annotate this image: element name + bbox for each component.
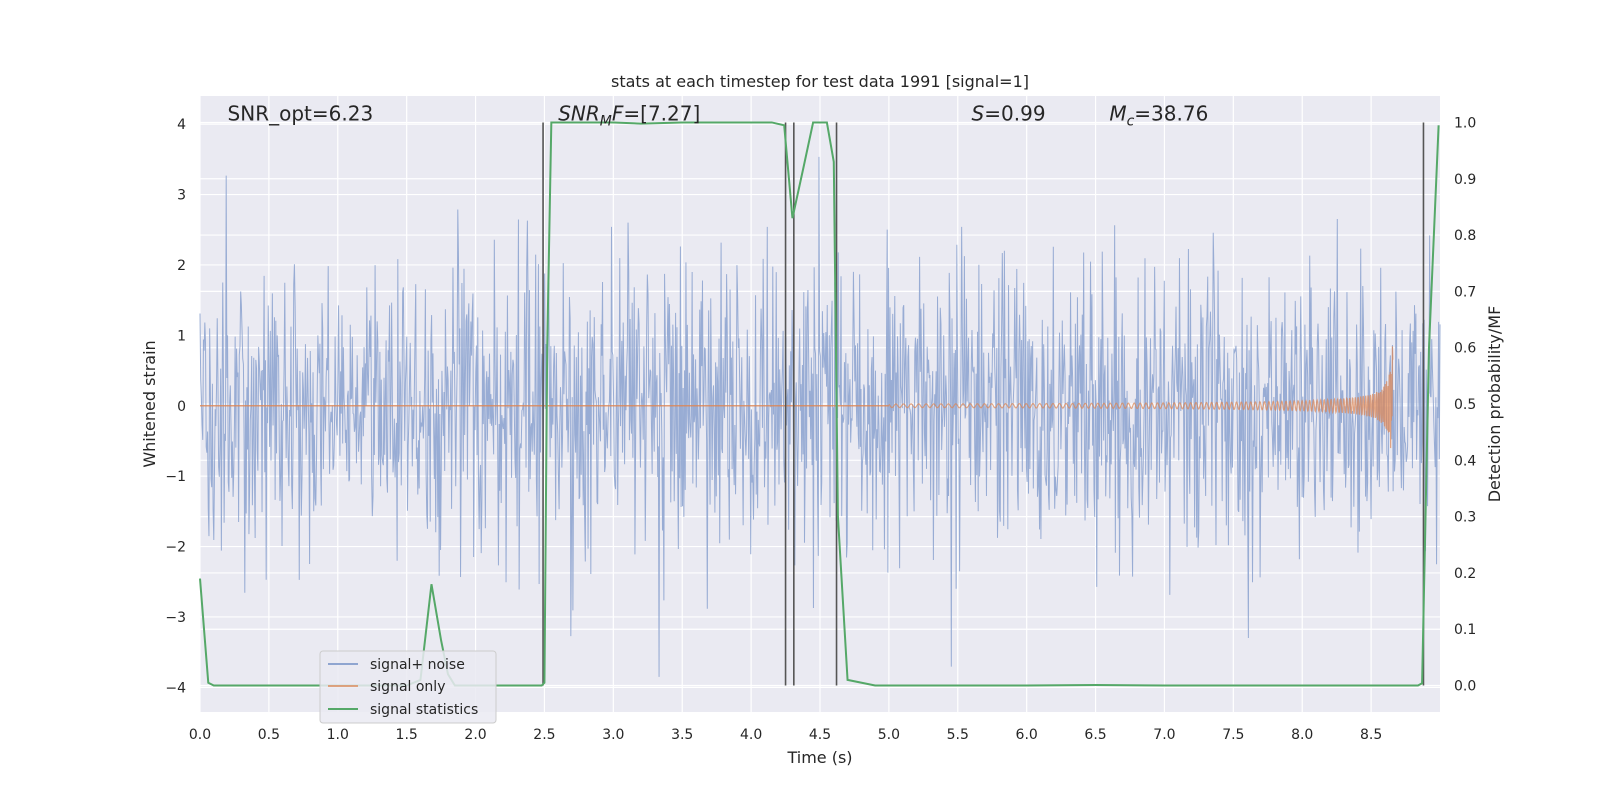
y2-tick-label-1: 0.9 xyxy=(1454,172,1476,188)
annotation-2-part-1: =0.99 xyxy=(984,102,1045,126)
x-axis-ticks: 0.0 0.5 1.0 1.5 2.0 2.5 3.0 3.5 4.0 4.5 5.0 5.5 6.0 6… xyxy=(189,727,1382,743)
annotation-1-part-0: SNR xyxy=(558,102,600,126)
x-tick-label-11: 5.5 xyxy=(947,727,969,743)
x-tick-label-4: 2.0 xyxy=(464,727,486,743)
y2-tick-label-9: 0.1 xyxy=(1454,622,1476,638)
x-tick-label-12: 6.0 xyxy=(1016,727,1038,743)
y2-axis-ticks: 1.0 0.9 0.8 0.7 0.6 0.5 0.4 0.3 0.2 0.1 0.0 xyxy=(1454,115,1476,694)
annotation-1-part-3: =[7.27] xyxy=(623,102,700,126)
y2-tick-label-6: 0.4 xyxy=(1454,453,1476,469)
x-tick-label-5: 2.5 xyxy=(533,727,555,743)
annotation-1-part-2: F xyxy=(612,102,624,126)
series-signal-only xyxy=(200,346,1394,449)
series-signal-plus-noise xyxy=(199,156,1441,677)
y-tick-label-6: −2 xyxy=(165,540,186,556)
x-tick-label-9: 4.5 xyxy=(809,727,831,743)
x-tick-label-0: 0.0 xyxy=(189,727,211,743)
annotation-1-part-1: M xyxy=(600,114,612,130)
y2-tick-label-5: 0.5 xyxy=(1454,397,1476,413)
annotation-1: SNRMF=[7.27] xyxy=(558,102,700,130)
y2-tick-label-3: 0.7 xyxy=(1454,284,1476,300)
x-tick-label-16: 8.0 xyxy=(1291,727,1313,743)
y2-tick-label-8: 0.2 xyxy=(1454,566,1476,582)
x-tick-label-6: 3.0 xyxy=(602,727,624,743)
legend: signal+ noise signal only signal statist… xyxy=(319,650,497,724)
annotation-0: SNR_opt=6.23 xyxy=(228,102,374,126)
x-tick-label-7: 3.5 xyxy=(671,727,693,743)
x-tick-label-3: 1.5 xyxy=(396,727,418,743)
annotation-3-part-1: c xyxy=(1127,114,1135,130)
chart-title: stats at each timestep for test data 199… xyxy=(611,72,1029,91)
y-axis-label: Whitened strain xyxy=(140,340,159,467)
x-tick-label-13: 6.5 xyxy=(1084,727,1106,743)
y-tick-label-3: 1 xyxy=(177,328,186,344)
legend-label-signal-statistics: signal statistics xyxy=(370,702,478,718)
line-signal-plus-noise xyxy=(199,156,1441,677)
annotation-3: Mc=38.76 xyxy=(1109,102,1208,130)
y-tick-label-7: −3 xyxy=(165,610,186,626)
legend-box xyxy=(319,650,497,724)
y2-axis-label: Detection probability/MF xyxy=(1485,306,1504,503)
y-tick-label-2: 2 xyxy=(177,258,186,274)
y-tick-label-5: −1 xyxy=(165,469,186,485)
annotation-2: S=0.99 xyxy=(972,102,1046,126)
y-tick-label-1: 3 xyxy=(177,188,186,204)
y2-tick-label-2: 0.8 xyxy=(1454,228,1476,244)
y-tick-label-8: −4 xyxy=(165,680,186,696)
y2-tick-label-0: 1.0 xyxy=(1454,115,1476,131)
x-tick-label-14: 7.0 xyxy=(1153,727,1175,743)
x-axis-label: Time (s) xyxy=(786,748,852,767)
annotation-3-part-2: =38.76 xyxy=(1134,102,1208,126)
y-axis-ticks: 4 3 2 1 0 −1 −2 −3 −4 xyxy=(165,117,186,696)
annotation-3-part-0: M xyxy=(1109,102,1126,126)
y-tick-label-0: 4 xyxy=(177,117,186,133)
y2-tick-label-7: 0.3 xyxy=(1454,510,1476,526)
x-tick-label-8: 4.0 xyxy=(740,727,762,743)
annotations: SNR_opt=6.23 SNRMF=[7.27] S=0.99 Mc=38.76 xyxy=(228,102,1209,130)
x-tick-label-17: 8.5 xyxy=(1360,727,1382,743)
y2-tick-label-4: 0.6 xyxy=(1454,341,1476,357)
y2-tick-label-10: 0.0 xyxy=(1454,679,1476,695)
line-signal-only xyxy=(888,346,1394,449)
x-tick-label-10: 5.0 xyxy=(878,727,900,743)
x-tick-label-15: 7.5 xyxy=(1222,727,1244,743)
annotation-2-part-0: S xyxy=(972,102,985,126)
legend-label-signal-plus-noise: signal+ noise xyxy=(370,657,465,673)
x-tick-label-2: 1.0 xyxy=(327,727,349,743)
y-tick-label-4: 0 xyxy=(177,399,186,415)
x-tick-label-1: 0.5 xyxy=(258,727,280,743)
legend-label-signal-only: signal only xyxy=(370,679,445,695)
